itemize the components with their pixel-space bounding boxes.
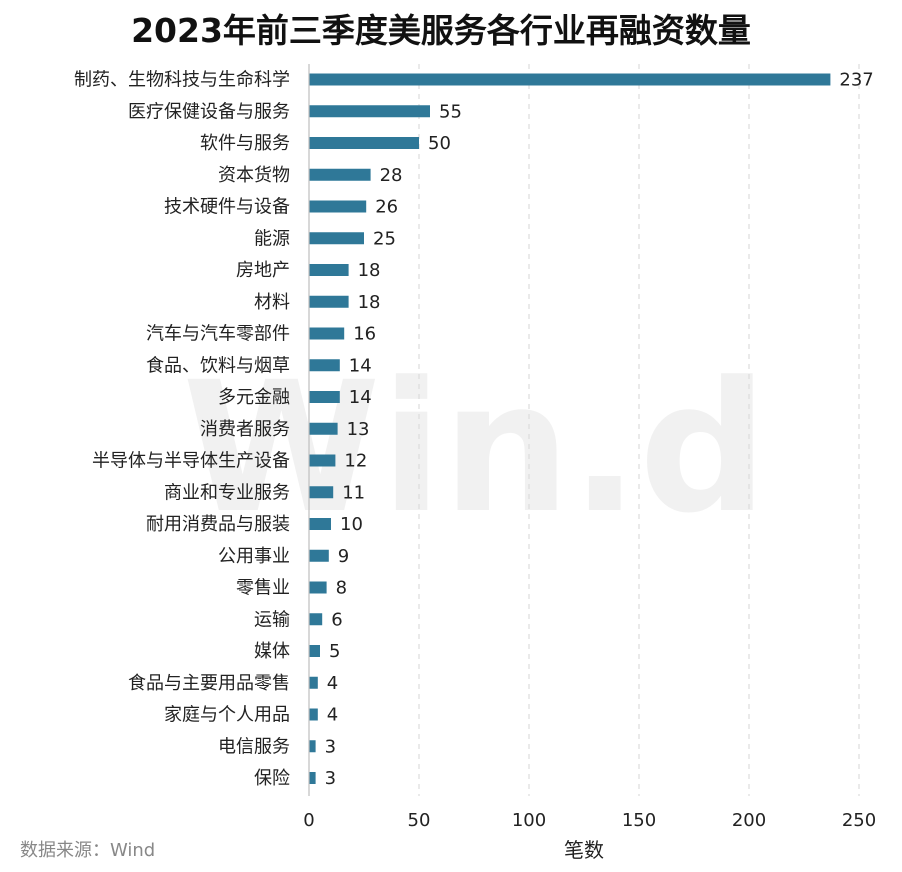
bar	[309, 73, 831, 86]
bar	[309, 613, 323, 626]
x-tick-label: 150	[622, 810, 656, 831]
source-note: 数据来源：Wind	[20, 840, 155, 861]
bar	[309, 359, 340, 372]
category-label: 零售业	[236, 578, 290, 599]
value-label: 12	[344, 451, 367, 472]
category-label: 耐用消费品与服装	[146, 514, 290, 535]
bar	[309, 581, 327, 594]
value-label: 50	[428, 133, 451, 154]
value-label: 14	[349, 355, 372, 376]
category-label: 食品与主要用品零售	[128, 673, 290, 694]
bar	[309, 676, 318, 689]
value-labels: 237 55 50 28 26 25 18 18 16 14 14 13 12 11 10 9 8 6 5 4 4 3 3	[325, 70, 874, 790]
category-label: 半导体与半导体生产设备	[92, 451, 290, 472]
bar	[309, 708, 318, 721]
value-label: 13	[347, 419, 370, 440]
value-label: 18	[358, 260, 381, 281]
value-label: 28	[380, 165, 403, 186]
category-label: 运输	[254, 609, 290, 630]
bar	[309, 740, 316, 753]
bar	[309, 772, 316, 784]
watermark: Win.d	[182, 344, 768, 553]
bar	[309, 232, 364, 245]
x-tick-label: 200	[732, 810, 766, 831]
category-label: 食品、饮料与烟草	[146, 355, 290, 376]
category-label: 公用事业	[218, 546, 290, 567]
bar	[309, 518, 331, 530]
category-label: 保险	[254, 768, 290, 789]
category-label: 能源	[254, 228, 290, 249]
bar	[309, 454, 336, 467]
bar	[309, 264, 349, 276]
value-label: 55	[439, 101, 462, 122]
value-label: 18	[358, 292, 381, 313]
category-label: 媒体	[254, 641, 290, 662]
value-label: 237	[839, 70, 873, 91]
grid-lines	[418, 64, 860, 796]
category-label: 消费者服务	[200, 419, 290, 440]
category-label: 商业和专业服务	[164, 482, 290, 503]
value-label: 16	[353, 324, 376, 345]
category-label: 软件与服务	[200, 133, 290, 154]
bar	[309, 549, 329, 562]
value-label: 4	[327, 705, 338, 726]
bar	[309, 168, 371, 181]
category-label: 资本货物	[218, 165, 290, 186]
value-label: 11	[342, 482, 365, 503]
bar	[309, 200, 367, 213]
x-axis-title: 笔数	[564, 838, 604, 862]
x-tick-label: 50	[408, 810, 431, 831]
value-label: 8	[336, 578, 347, 599]
value-label: 10	[340, 514, 363, 535]
x-tick-labels: 0 50 100 150 200 250	[303, 810, 876, 831]
value-label: 6	[331, 609, 342, 630]
x-tick-label: 250	[842, 810, 876, 831]
category-label: 医疗保健设备与服务	[128, 101, 290, 122]
category-label: 技术硬件与设备	[164, 197, 290, 218]
category-label: 家庭与个人用品	[164, 705, 290, 726]
bar	[309, 295, 349, 308]
value-label: 9	[338, 546, 349, 567]
bar	[309, 422, 338, 435]
category-labels: 制药、生物科技与生命科学医疗保健设备与服务软件与服务资本货物技术硬件与设备能源房…	[74, 70, 290, 790]
value-label: 4	[327, 673, 338, 694]
value-label: 3	[325, 768, 336, 789]
value-label: 25	[373, 228, 396, 249]
bar	[309, 391, 340, 403]
value-label: 14	[349, 387, 372, 408]
value-label: 3	[325, 736, 336, 757]
category-label: 制药、生物科技与生命科学	[74, 70, 290, 91]
bar	[309, 105, 430, 118]
x-tick-label: 0	[303, 810, 314, 831]
bar	[309, 327, 345, 340]
category-label: 材料	[254, 292, 290, 313]
bar	[309, 137, 419, 149]
bar	[309, 486, 334, 499]
chart-title: 2023年前三季度美服务各行业再融资数量	[131, 11, 751, 50]
category-label: 汽车与汽车零部件	[146, 324, 290, 345]
x-tick-label: 100	[512, 810, 546, 831]
value-label: 5	[329, 641, 340, 662]
category-label: 多元金融	[218, 387, 290, 408]
value-label: 26	[375, 197, 398, 218]
category-label: 电信服务	[218, 736, 290, 757]
bars	[309, 73, 831, 784]
bar	[309, 645, 320, 657]
category-label: 房地产	[236, 260, 290, 281]
